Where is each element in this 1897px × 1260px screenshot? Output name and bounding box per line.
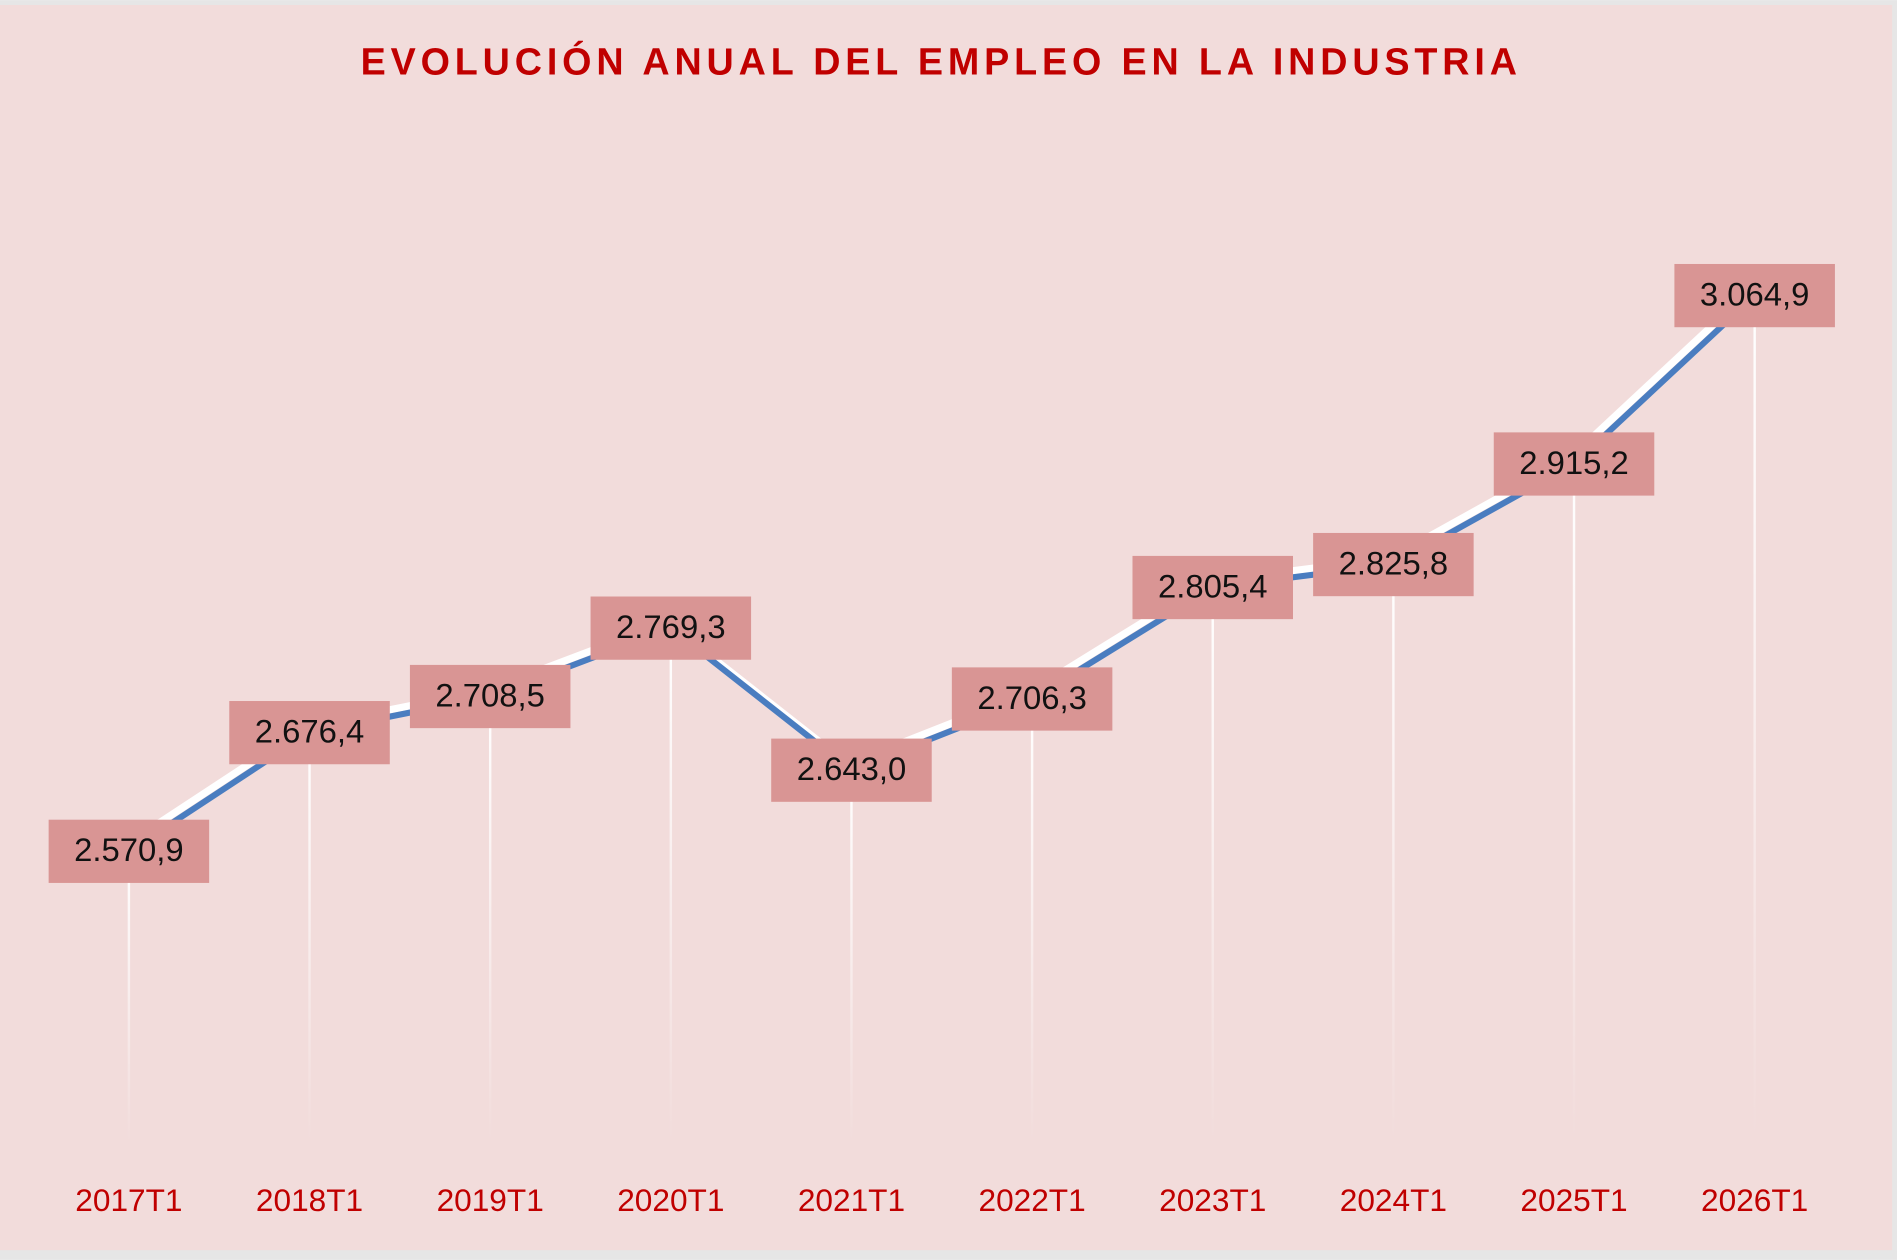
x-tick-label: 2026T1 bbox=[1701, 1182, 1808, 1218]
data-label: 2.706,3 bbox=[977, 679, 1087, 716]
data-label-box bbox=[1313, 532, 1474, 597]
x-tick-label: 2025T1 bbox=[1520, 1182, 1627, 1218]
drop-line bbox=[669, 628, 673, 1144]
data-label-box bbox=[1493, 432, 1655, 496]
drop-line bbox=[1030, 698, 1034, 1144]
data-label: 2.676,4 bbox=[255, 713, 365, 750]
drop-line bbox=[1753, 295, 1756, 1144]
data-label: 2.805,4 bbox=[1158, 567, 1268, 604]
x-tick-label: 2018T1 bbox=[256, 1182, 363, 1218]
x-tick-label: 2019T1 bbox=[437, 1182, 544, 1218]
data-label-box bbox=[590, 596, 752, 660]
drop-line bbox=[1572, 463, 1576, 1144]
data-label-box bbox=[48, 819, 210, 883]
x-tick-label: 2024T1 bbox=[1340, 1182, 1447, 1218]
data-label: 2.570,9 bbox=[74, 831, 184, 868]
drop-line bbox=[1211, 587, 1214, 1144]
line-shadow bbox=[123, 286, 1754, 849]
data-label-box bbox=[1132, 555, 1294, 620]
data-label: 2.708,5 bbox=[435, 676, 545, 713]
drop-line bbox=[1392, 564, 1395, 1144]
data-label: 2.825,8 bbox=[1339, 544, 1449, 581]
data-label: 2.915,2 bbox=[1519, 444, 1629, 481]
data-label: 2.643,0 bbox=[797, 750, 907, 787]
x-tick-label: 2021T1 bbox=[798, 1182, 905, 1218]
chart-title: EVOLUCIÓN ANUAL DEL EMPLEO EN LA INDUSTR… bbox=[361, 41, 1522, 83]
data-label-box bbox=[951, 667, 1113, 731]
data-label: 3.064,9 bbox=[1700, 275, 1810, 312]
data-label-box bbox=[771, 738, 932, 802]
x-tick-label: 2023T1 bbox=[1159, 1182, 1266, 1218]
data-label-box bbox=[409, 664, 571, 729]
data-label: 2.769,3 bbox=[616, 608, 726, 645]
data-label-box bbox=[229, 701, 390, 765]
line bbox=[127, 293, 1757, 854]
data-label-box bbox=[1674, 263, 1835, 328]
x-tick-label: 2020T1 bbox=[617, 1182, 724, 1218]
drop-line bbox=[308, 732, 311, 1144]
x-tick-label: 2022T1 bbox=[978, 1182, 1085, 1218]
chart-background bbox=[0, 4, 1893, 1251]
drop-line bbox=[127, 851, 131, 1144]
drop-line bbox=[850, 770, 853, 1144]
drop-line bbox=[488, 696, 492, 1144]
x-tick-label: 2017T1 bbox=[75, 1182, 182, 1218]
